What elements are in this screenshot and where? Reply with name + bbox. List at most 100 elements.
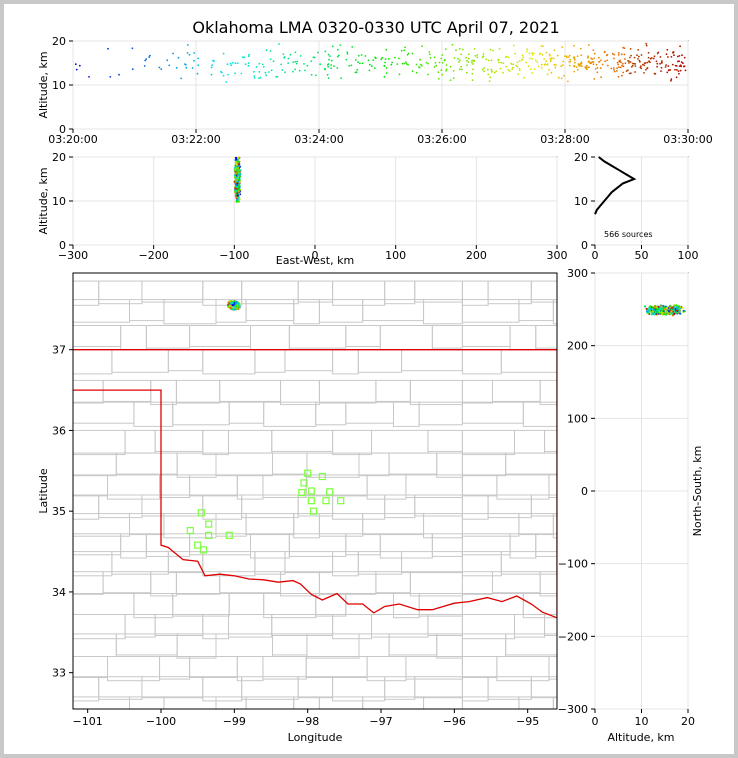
time-height-point [669,69,672,71]
time-height-point [398,57,400,60]
time-height-point [226,63,229,66]
time-height-point [467,61,470,63]
time-height-point [74,63,77,66]
time-height-point [211,64,214,66]
time-height-point [460,68,463,71]
time-height-point [492,49,494,52]
time-height-point [515,64,517,67]
ns-altitude-point [660,307,663,310]
time-height-point [419,63,422,66]
ew-altitude-point [236,158,239,161]
county-outline [505,633,557,656]
ns-tick-label: 100 [567,412,588,425]
time-height-point [507,69,510,71]
time-height-point [647,51,650,54]
time-height-point [567,80,569,83]
time-height-point [604,60,606,63]
time-height-point [449,79,452,82]
time-height-point [675,65,678,67]
time-height-point [240,72,243,75]
time-height-point [657,51,660,54]
time-height-point [646,61,649,64]
county-outline [548,656,557,680]
time-height-point [585,64,588,67]
time-height-point [405,61,407,64]
time-height-point [577,63,580,65]
time-height-point [298,69,301,72]
time-height-point [533,68,536,70]
time-height-point [679,69,682,72]
time-height-point [390,63,393,66]
longitude-tick-label: −96 [443,715,466,728]
time-height-point [633,62,635,65]
time-height-panel: 03:20:00 03:22:00 03:24:00 03:26:00 03:28:00… [37,35,713,146]
time-height-point [573,58,576,61]
time-height-point [210,73,213,76]
county-outline [163,696,217,709]
time-height-point [551,57,553,59]
lma-station-marker [322,497,330,505]
county-outline [293,696,320,709]
time-height-point [552,57,555,60]
time-height-point [427,62,429,65]
time-height-point [529,68,532,71]
time-height-point [630,66,633,68]
ns-altitude-point [662,304,665,308]
lma-station-marker [197,509,205,517]
ew-altitude-point [236,169,239,172]
time-height-point [567,56,570,58]
time-height-point [247,64,250,67]
time-height-point [673,54,675,57]
time-height-point [499,67,502,70]
time-height-point [292,70,294,73]
time-height-point [598,61,600,63]
time-height-point [645,44,648,47]
time-height-point [629,48,632,50]
time-height-point [310,73,313,76]
time-height-point [419,58,422,61]
time-height-point [533,52,535,55]
ns-altitude-point [673,312,676,316]
time-height-point [88,76,90,78]
time-height-point [441,54,444,56]
time-height-point [236,62,239,64]
time-height-point [497,59,499,62]
time-height-point [441,62,444,64]
time-height-point [197,57,200,60]
ew-altitude-point [237,200,240,203]
time-height-point [258,62,261,65]
altitude-tick-label: 20 [52,151,66,164]
time-height-point [502,62,505,65]
time-height-point [471,79,474,82]
ns-altitude-point [654,305,657,308]
time-height-point [405,63,408,65]
time-height-point [549,57,552,60]
time-height-point [587,55,589,58]
time-height-point [624,58,626,60]
lma-station-marker [304,469,312,477]
time-height-point [594,68,597,70]
time-height-point [370,65,373,68]
time-height-point [384,58,387,60]
time-height-point [303,63,305,65]
time-height-point [617,63,619,66]
time-height-point [327,53,330,56]
ew-altitude-point [236,198,239,201]
time-height-point [681,54,683,57]
time-height-point [606,64,609,67]
time-height-point [306,64,309,67]
time-height-point [495,70,498,73]
altitude-tick-label: 0 [581,239,588,252]
time-height-point [670,56,673,58]
ew-altitude-point [234,187,237,190]
time-height-point [592,63,595,66]
time-height-point [600,76,603,79]
time-height-point [541,53,544,56]
time-height-point [596,66,599,69]
time-height-point [339,44,342,46]
time-height-point [670,79,672,82]
time-height-point [518,67,521,70]
time-height-point [230,64,233,67]
altitude-tick-label: 20 [52,35,66,48]
time-height-point [549,60,552,63]
